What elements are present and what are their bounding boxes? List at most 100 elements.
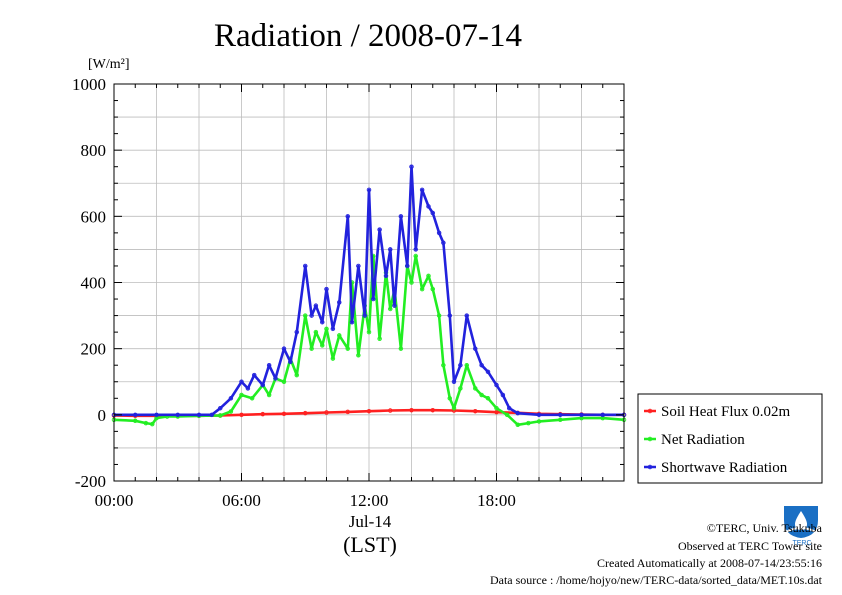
terc-logo-icon <box>780 502 822 540</box>
data-point <box>239 392 244 398</box>
data-point <box>330 356 336 361</box>
x-tick-label: 00:00 <box>95 491 134 510</box>
y-tick-label: 0 <box>98 406 107 425</box>
data-point <box>458 386 463 391</box>
chart-title: Radiation / 2008-07-14 <box>214 18 522 54</box>
data-point <box>303 410 308 416</box>
data-point <box>426 273 431 279</box>
data-point <box>430 210 436 216</box>
data-point <box>294 329 300 335</box>
data-point <box>251 372 257 378</box>
data-point <box>392 303 397 308</box>
data-point <box>266 362 272 368</box>
data-point <box>294 372 300 378</box>
data-point <box>349 319 355 325</box>
legend-label: Shortwave Radiation <box>661 460 788 476</box>
data-point <box>337 300 342 305</box>
y-tick-label: -200 <box>75 472 106 491</box>
data-point <box>239 412 244 418</box>
data-point <box>398 346 404 351</box>
data-point <box>309 346 314 351</box>
data-point <box>196 412 202 418</box>
series-line-1 <box>113 254 625 427</box>
data-point <box>288 359 293 365</box>
data-point <box>515 422 521 428</box>
data-point <box>388 306 393 312</box>
data-point <box>526 420 531 426</box>
data-point <box>388 247 393 252</box>
data-point <box>473 346 478 351</box>
data-point <box>447 396 453 401</box>
data-point <box>260 382 266 388</box>
data-point <box>579 412 584 418</box>
data-point <box>383 273 389 279</box>
data-point <box>536 412 542 418</box>
y-tick-label: 400 <box>81 274 107 293</box>
data-point <box>388 408 393 413</box>
data-point <box>320 319 325 325</box>
data-point <box>479 392 484 398</box>
data-point <box>366 329 372 335</box>
data-point <box>345 409 351 415</box>
data-point <box>154 412 159 418</box>
data-point <box>345 346 351 351</box>
legend-box <box>637 393 823 484</box>
data-point <box>504 412 510 418</box>
data-point <box>441 362 446 368</box>
data-point <box>303 313 308 318</box>
y-axis-unit: [W/m²] <box>88 57 130 72</box>
data-point <box>473 408 478 414</box>
data-point <box>558 417 563 423</box>
data-point <box>324 326 329 332</box>
x-tick-label: 12:00 <box>350 491 389 510</box>
data-point <box>500 392 506 398</box>
data-point <box>149 421 155 427</box>
data-point <box>371 296 376 302</box>
footer-copyright: ©TERC, Univ. Tsukuba <box>706 521 822 535</box>
data-point <box>377 336 382 341</box>
data-point <box>426 204 431 209</box>
data-point <box>494 382 499 388</box>
data-point <box>507 405 512 411</box>
data-point <box>132 418 138 424</box>
data-point <box>447 313 453 318</box>
data-point <box>485 369 491 375</box>
data-point <box>409 280 414 285</box>
data-point <box>330 326 336 332</box>
series-layer <box>111 164 627 428</box>
data-point <box>356 353 361 358</box>
data-point <box>228 396 234 401</box>
series-line-2 <box>114 165 624 417</box>
data-point <box>366 408 372 414</box>
data-point <box>228 409 234 414</box>
data-point <box>436 313 442 318</box>
y-axis: 1000 800 600 400 200 0 -200 <box>72 75 624 491</box>
y-tick-label: 600 <box>81 207 107 226</box>
data-point <box>362 313 368 318</box>
x-axis-label: (LST) <box>343 532 397 557</box>
data-point <box>409 407 414 413</box>
data-point <box>473 386 478 391</box>
data-point <box>441 240 446 246</box>
data-point <box>405 263 410 269</box>
legend: Soil Heat Flux 0.02m Net Radiation Shortwa… <box>637 393 823 484</box>
data-point <box>320 343 325 348</box>
legend-label: Soil Heat Flux 0.02m <box>661 404 791 420</box>
data-point <box>485 396 491 401</box>
data-point <box>239 379 244 385</box>
data-point <box>451 379 457 385</box>
data-point <box>132 412 138 418</box>
x-axis: 00:00 06:00 12:00 18:00 <box>95 84 625 510</box>
data-point <box>409 164 414 169</box>
data-point <box>324 410 329 415</box>
footer-site: Observed at TERC Tower site <box>677 539 822 553</box>
data-point <box>337 333 342 338</box>
data-point <box>413 253 419 259</box>
data-point <box>458 362 463 368</box>
data-point <box>366 187 372 193</box>
data-point <box>303 263 308 269</box>
legend-marker <box>647 464 653 470</box>
data-point <box>309 313 314 318</box>
data-point <box>398 214 404 219</box>
data-point <box>451 405 457 411</box>
